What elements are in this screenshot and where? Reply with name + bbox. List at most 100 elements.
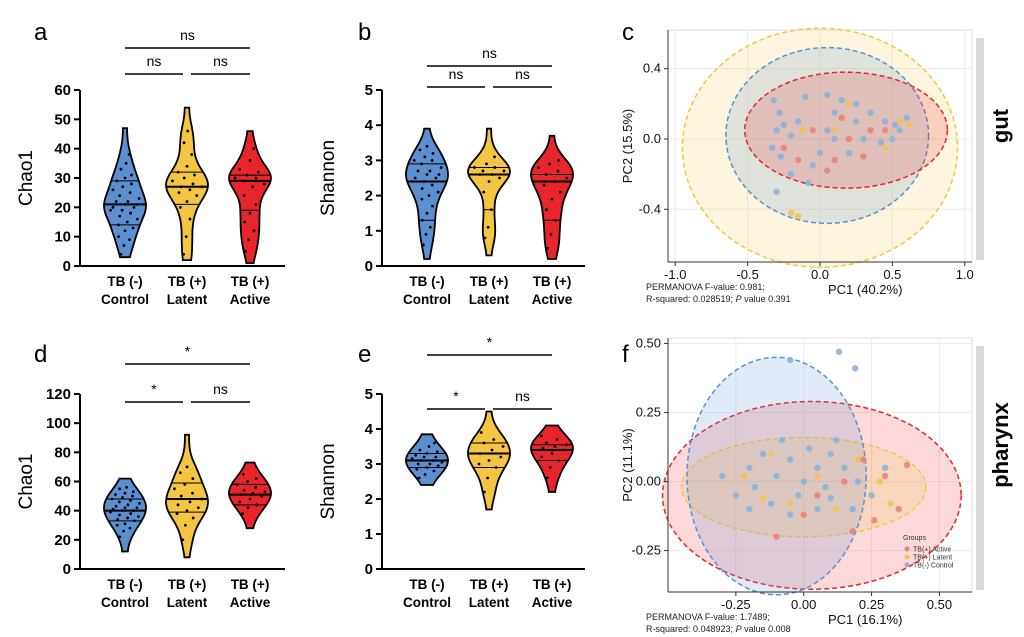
data-point (482, 190, 486, 194)
significance-label: ns (449, 66, 464, 82)
data-point (490, 173, 494, 176)
scatter-point-control (868, 492, 875, 499)
data-point (177, 191, 181, 195)
data-point (195, 194, 199, 198)
data-point (479, 431, 483, 434)
scatter-point-control (776, 109, 783, 116)
data-point (128, 191, 132, 195)
data-point (114, 504, 118, 508)
scatter-point-control (732, 492, 740, 499)
y-tick-label: 60 (54, 82, 71, 99)
r-squared-text: R-squared: 0.048923; (646, 624, 736, 634)
data-point (111, 188, 115, 192)
data-point (421, 243, 425, 247)
data-point (183, 483, 187, 486)
r-squared-text: R-squared: 0.028519; (646, 294, 736, 304)
legend-marker-latent (904, 554, 910, 560)
y-tick-label: 1 (365, 223, 373, 240)
plot-area (667, 337, 973, 593)
data-point (243, 220, 247, 224)
data-point (425, 173, 429, 176)
data-point (179, 205, 182, 209)
data-point (420, 197, 424, 201)
data-point (242, 194, 246, 198)
data-point (251, 491, 255, 495)
data-point (248, 211, 252, 215)
scatter-point-control (746, 505, 753, 513)
category-label-line2: Active (532, 595, 573, 610)
data-point (135, 203, 139, 206)
data-point (417, 476, 421, 480)
data-point (127, 153, 131, 156)
violin-active (228, 130, 272, 264)
data-point (262, 182, 266, 186)
data-point (121, 496, 124, 499)
scatter-point-control (759, 450, 767, 458)
violin-control (103, 127, 147, 259)
data-point (544, 173, 548, 176)
scatter-point-control (719, 472, 726, 480)
data-point (545, 476, 549, 480)
significance-label: * (453, 388, 459, 404)
scatter-point-control (827, 494, 835, 502)
y-tick-label: 4 (365, 117, 374, 134)
data-point (200, 497, 204, 501)
data-point (420, 162, 423, 166)
legend-label: TB(-) Control (913, 563, 954, 570)
scatter-point-control (831, 109, 838, 116)
data-point (498, 176, 501, 180)
data-point (478, 452, 482, 455)
panel-d: d 0 20 40 60 80 100 120 Chao1 TB (-) Control TB (+)… (16, 341, 285, 610)
data-point (178, 471, 182, 475)
violin-control (103, 477, 147, 553)
category-label-line1: TB (-) (107, 274, 142, 289)
confidence-ellipse-active (661, 400, 962, 590)
data-point (427, 445, 431, 448)
data-point (124, 161, 128, 165)
data-point (248, 159, 252, 162)
data-point (122, 529, 125, 533)
significance-label: ns (147, 53, 162, 69)
scatter-point-control (822, 483, 829, 491)
violin-active (530, 134, 574, 260)
data-point (436, 464, 440, 468)
y-tick-label: 40 (54, 503, 71, 520)
data-point (411, 180, 414, 183)
data-point (432, 469, 436, 473)
x-tick-label: 1.0 (956, 267, 974, 282)
x-axis-title: PC1 (16.1%) (828, 612, 902, 627)
scatter-point-active (795, 156, 802, 164)
scatter-point-latent (759, 494, 767, 502)
data-point (483, 236, 487, 240)
data-point (490, 448, 494, 452)
data-point (413, 176, 417, 180)
category-label-line1: TB (-) (107, 577, 142, 592)
data-point (137, 515, 140, 518)
data-point (252, 147, 256, 151)
data-point (108, 510, 112, 514)
significance-label: ns (213, 381, 228, 397)
scatter-point-latent (845, 100, 853, 108)
data-point (482, 490, 486, 494)
data-point (539, 434, 543, 438)
data-point (542, 183, 546, 187)
scatter-point-control (833, 436, 840, 444)
scatter-point-active (871, 517, 878, 524)
data-point (116, 518, 119, 521)
scatter-point-latent (906, 121, 913, 129)
scatter-point-latent (767, 450, 775, 458)
data-point (114, 493, 117, 497)
significance-label: * (151, 381, 157, 397)
data-point (425, 466, 429, 469)
data-point (427, 194, 431, 198)
scatter-point-control (795, 492, 802, 499)
data-point (238, 167, 242, 171)
data-point (251, 185, 255, 189)
scatter-point-control (835, 348, 843, 356)
scatter-point-active (881, 472, 889, 480)
scatter-point-control (816, 149, 824, 157)
scatter-point-control (770, 97, 777, 104)
data-point (191, 491, 194, 495)
data-point (473, 166, 476, 169)
data-point (493, 166, 497, 169)
